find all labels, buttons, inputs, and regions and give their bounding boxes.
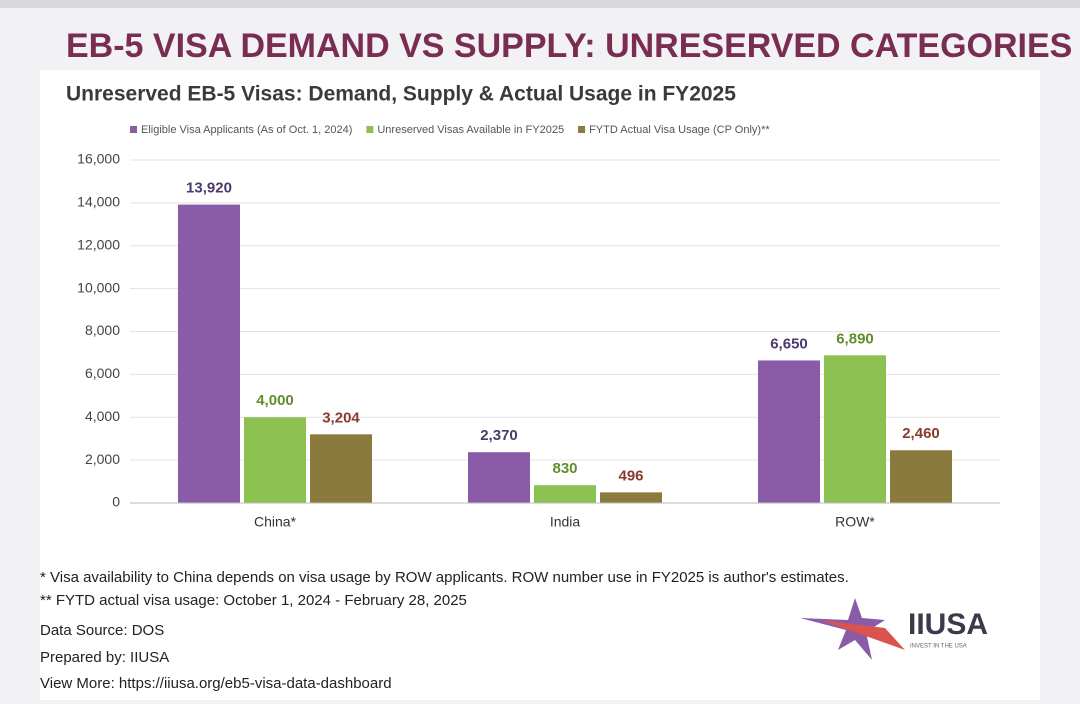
y-tick-label: 4,000 [85,408,120,424]
footnote: View More: https://iiusa.org/eb5-visa-da… [40,675,392,692]
legend-swatch [366,126,374,133]
bar [310,434,372,503]
x-tick-label: China* [254,514,297,530]
data-label: 6,650 [770,335,808,352]
bar [824,355,886,503]
bar [600,492,662,503]
x-tick-label: ROW* [835,514,875,530]
legend-swatch [578,126,586,133]
bar [244,417,306,503]
data-label: 4,000 [256,392,294,409]
chart-title: Unreserved EB-5 Visas: Demand, Supply & … [66,83,736,106]
footnote: * Visa availability to China depends on … [40,569,849,586]
y-tick-label: 16,000 [77,151,120,167]
logo-tagline: INVEST IN THE USA [910,644,967,650]
data-label: 13,920 [186,180,232,197]
legend-label: Eligible Visa Applicants (As of Oct. 1, … [141,124,352,136]
y-tick-label: 14,000 [77,194,120,210]
logo-name: IIUSA [908,608,988,641]
bar [178,204,240,503]
footnote: Data Source: DOS [40,622,164,639]
footnote: ** FYTD actual visa usage: October 1, 20… [40,592,467,609]
bar [468,452,530,503]
data-label: 2,460 [902,425,940,442]
logo: IIUSA INVEST IN THE USA [800,598,988,660]
y-tick-label: 8,000 [85,322,120,338]
legend-swatch [130,126,137,133]
x-tick-label: India [550,514,581,530]
data-label: 6,890 [836,330,874,347]
y-tick-label: 10,000 [77,279,120,295]
bar [890,450,952,503]
legend-label: Unreserved Visas Available in FY2025 [377,124,564,136]
bar [534,485,596,503]
logo-swoosh [820,620,905,650]
y-tick-label: 6,000 [85,365,120,381]
logo-star [800,598,885,660]
bar [758,360,820,503]
data-label: 2,370 [480,427,518,444]
slide-title: EB-5 VISA DEMAND VS SUPPLY: UNRESERVED C… [66,27,1072,65]
y-tick-label: 0 [112,494,120,510]
footnote: Prepared by: IIUSA [40,649,169,666]
y-tick-label: 2,000 [85,451,120,467]
data-label: 830 [552,460,577,477]
data-label: 496 [618,467,643,484]
legend-label: FYTD Actual Visa Usage (CP Only)** [589,124,770,136]
y-tick-label: 12,000 [77,236,120,252]
data-label: 3,204 [322,409,360,426]
